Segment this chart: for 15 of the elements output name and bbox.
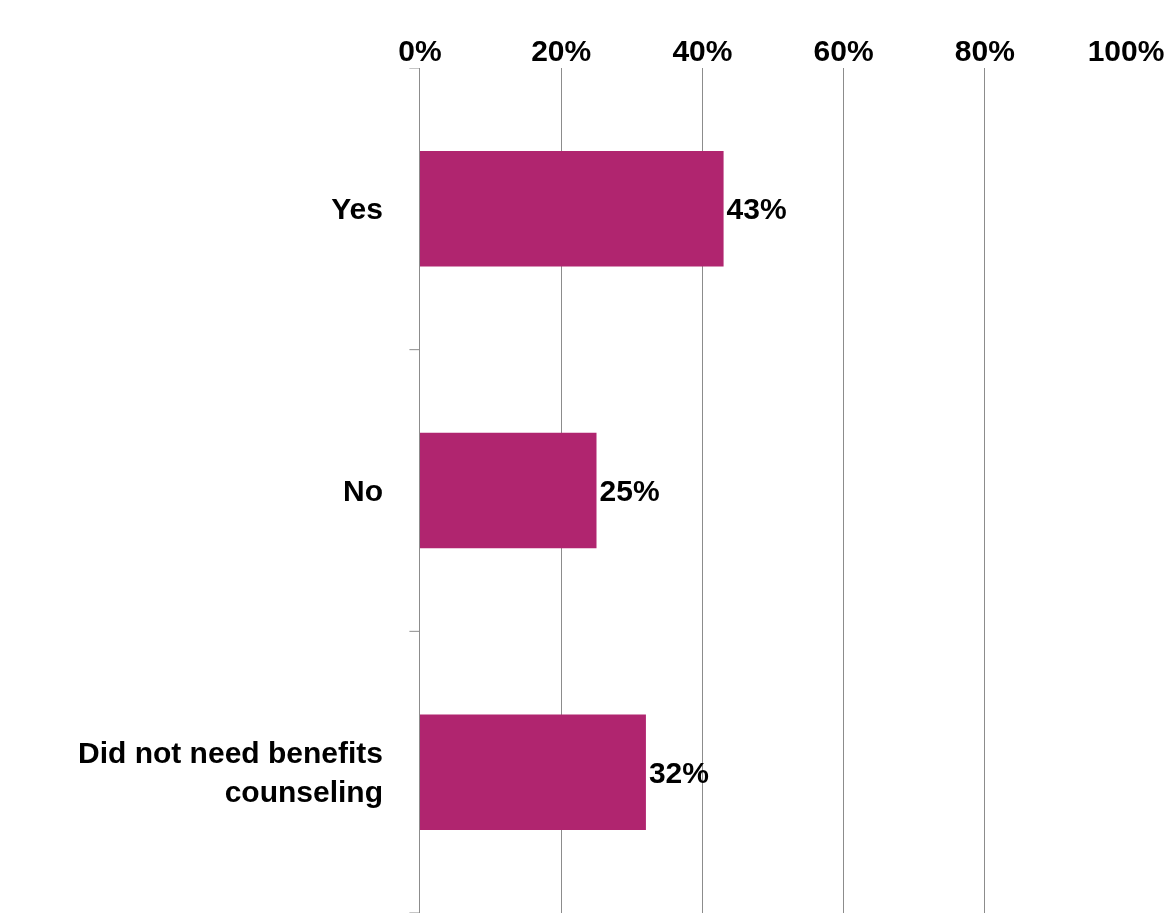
bar [420, 714, 646, 830]
y-tick-label: Did not need benefits counseling [77, 736, 383, 809]
data-label: 32% [648, 755, 709, 789]
x-tick-label: 0% [398, 34, 442, 67]
bar [420, 432, 597, 549]
x-tick-label: 80% [954, 34, 1015, 67]
x-tick-label: 20% [531, 34, 592, 67]
x-tick-label: 100% [1087, 34, 1165, 67]
x-tick-label: 40% [672, 34, 733, 67]
data-label: 25% [599, 474, 660, 507]
y-tick-label: Yes [331, 192, 383, 226]
x-tick-label: 60% [813, 34, 874, 67]
bar [420, 151, 724, 267]
y-tick-label: No [343, 474, 383, 507]
data-label: 43% [726, 192, 787, 226]
